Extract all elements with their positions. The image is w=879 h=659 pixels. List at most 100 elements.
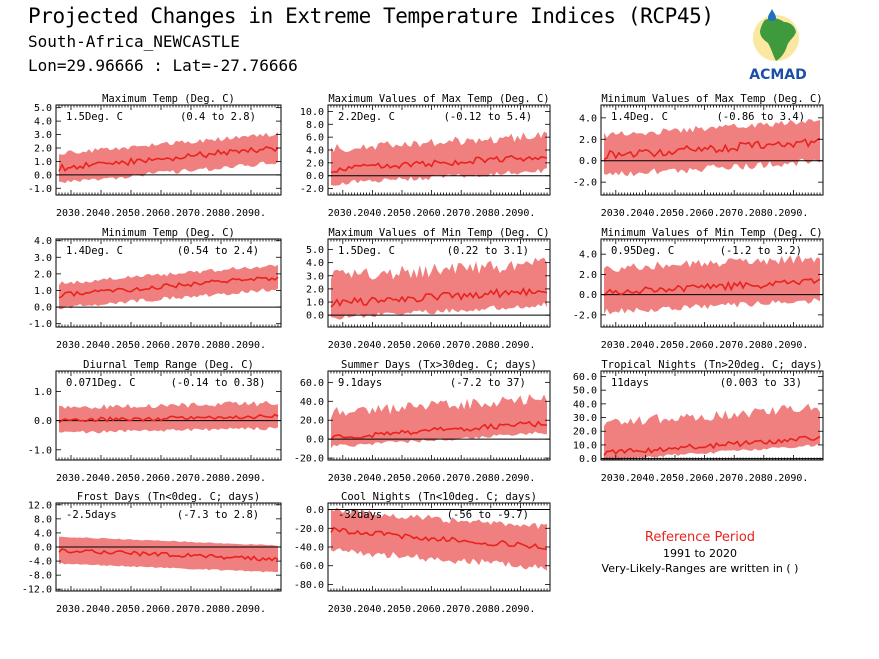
y-tick-label: 4.0 [34, 236, 52, 247]
y-tick-label: -40.0 [294, 543, 324, 554]
x-tick-label: 2070. [176, 208, 206, 219]
x-tick-label: 2090. [236, 340, 266, 351]
x-tick-label: 2040. [630, 340, 660, 351]
y-tick-label: 0.0 [306, 311, 324, 322]
y-tick-label: 2.0 [34, 269, 52, 280]
y-tick-label: -2.0 [300, 184, 324, 195]
x-tick-label: 2070. [176, 473, 206, 484]
x-tick-label: 2040. [86, 340, 116, 351]
x-tick-label: 2050. [660, 208, 690, 219]
mean-change-label: 2.2Deg. C [338, 111, 395, 123]
chart-panel: 2030. 2040. 2050. 2060. 2070. 2080. 2090. 12.0 8… [22, 491, 282, 615]
y-tick-label: 10.0 [300, 107, 324, 118]
likely-range-label: (-0.14 to 0.38) [171, 377, 266, 389]
station-name: South-Africa_NEWCASTLE [28, 32, 240, 51]
chart-title: Maximum Values of Min Temp (Deg. C) [328, 227, 549, 239]
x-tick-label: 2080. [749, 208, 779, 219]
y-tick-label: -1.0 [28, 445, 52, 456]
y-tick-label: 6.0 [306, 133, 324, 144]
x-tick-label: 2030. [56, 340, 86, 351]
y-tick-label: 4.0 [306, 146, 324, 157]
y-tick-label: 4.0 [34, 528, 52, 539]
y-tick-label: 20.0 [573, 427, 597, 438]
x-tick-label: 2050. [387, 473, 417, 484]
y-tick-label: 12.0 [28, 500, 52, 511]
x-tick-label: 2090. [778, 208, 808, 219]
y-tick-label: 30.0 [573, 413, 597, 424]
range-band [331, 394, 547, 449]
y-tick-label: -12.0 [22, 585, 52, 596]
x-tick-label: 2080. [206, 473, 236, 484]
x-tick-label: 2070. [719, 340, 749, 351]
reference-period-note: Very-Likely-Ranges are written in ( ) [601, 562, 799, 575]
y-tick-label: 1.0 [34, 157, 52, 168]
x-tick-label: 2090. [505, 208, 535, 219]
y-tick-label: 40.0 [573, 399, 597, 410]
x-tick-label: 2050. [116, 473, 146, 484]
x-tick-label: 2060. [690, 473, 720, 484]
x-tick-label: 2070. [446, 473, 476, 484]
reference-period-title: Reference Period [644, 530, 756, 545]
chart-panel: 2030. 2040. 2050. 2060. 2070. 2080. 2090. 10.0 8… [300, 93, 551, 219]
x-tick-label: 2040. [357, 604, 387, 615]
x-tick-label: 2030. [328, 473, 358, 484]
y-tick-label: 0.0 [34, 303, 52, 314]
x-tick-label: 2060. [146, 473, 176, 484]
y-tick-label: 4.0 [34, 117, 52, 128]
chart-panel: 2030. 2040. 2050. 2060. 2070. 2080. 2090. 5.0 4.… [28, 93, 282, 219]
station-coordinates: Lon=29.96666 : Lat=-27.76666 [28, 56, 298, 75]
chart-title: Frost Days (Tn<0deg. C; days) [77, 491, 260, 503]
y-tick-label: 8.0 [306, 120, 324, 131]
mean-change-label: 1.5Deg. C [66, 111, 123, 123]
x-tick-label: 2080. [206, 208, 236, 219]
y-tick-label: 4.0 [579, 113, 597, 124]
y-tick-label: 0.0 [306, 505, 324, 516]
mean-change-label: 11days [611, 377, 649, 389]
water-drop-icon [768, 9, 776, 21]
mean-line [58, 548, 279, 562]
mean-change-label: 9.1days [338, 377, 382, 389]
chart-title: Diurnal Temp Range (Deg. C) [83, 359, 254, 371]
x-tick-label: 2030. [56, 604, 86, 615]
mean-line [603, 137, 821, 161]
chart-title: Minimum Temp (Deg. C) [102, 227, 235, 239]
y-tick-label: 60.0 [573, 372, 597, 383]
y-tick-label: 3.0 [306, 271, 324, 282]
x-tick-label: 2070. [719, 473, 749, 484]
plot-frame [327, 238, 551, 328]
plot-frame [327, 370, 551, 461]
x-tick-label: 2050. [387, 604, 417, 615]
mean-line [58, 276, 279, 299]
y-tick-label: 2.0 [579, 270, 597, 281]
x-tick-label: 2060. [417, 604, 447, 615]
x-tick-label: 2090. [778, 473, 808, 484]
y-tick-label: 50.0 [573, 386, 597, 397]
y-tick-label: -4.0 [28, 557, 52, 568]
x-tick-label: 2040. [86, 208, 116, 219]
chart-title: Tropical Nights (Tn>20deg. C; days) [601, 359, 822, 371]
likely-range-label: (-7.2 to 37) [450, 377, 526, 389]
mean-change-label: 0.071Deg. C [66, 377, 136, 389]
likely-range-label: (-7.3 to 2.8) [177, 509, 259, 521]
likely-range-label: (0.4 to 2.8) [180, 111, 256, 123]
x-tick-label: 2090. [505, 473, 535, 484]
mean-line [330, 287, 548, 308]
mean-change-label: 1.4Deg. C [611, 111, 668, 123]
x-tick-label: 2080. [476, 473, 506, 484]
chart-panel: 2030. 2040. 2050. 2060. 2070. 2080. 2090. 4.0 2.… [573, 227, 824, 351]
x-tick-label: 2090. [505, 604, 535, 615]
x-tick-label: 2080. [749, 340, 779, 351]
y-tick-label: -1.0 [28, 184, 52, 195]
x-tick-label: 2090. [236, 604, 266, 615]
x-tick-label: 2070. [719, 208, 749, 219]
plot-frame [600, 238, 824, 328]
x-tick-label: 2050. [387, 208, 417, 219]
y-tick-label: 0.0 [34, 416, 52, 427]
x-tick-label: 2060. [146, 340, 176, 351]
y-tick-label: -60.0 [294, 561, 324, 572]
range-band [331, 131, 547, 186]
mean-line [330, 154, 548, 174]
chart-title: Minimum Values of Min Temp (Deg. C) [601, 227, 822, 239]
y-tick-label: 20.0 [300, 416, 324, 427]
x-tick-label: 2070. [446, 604, 476, 615]
